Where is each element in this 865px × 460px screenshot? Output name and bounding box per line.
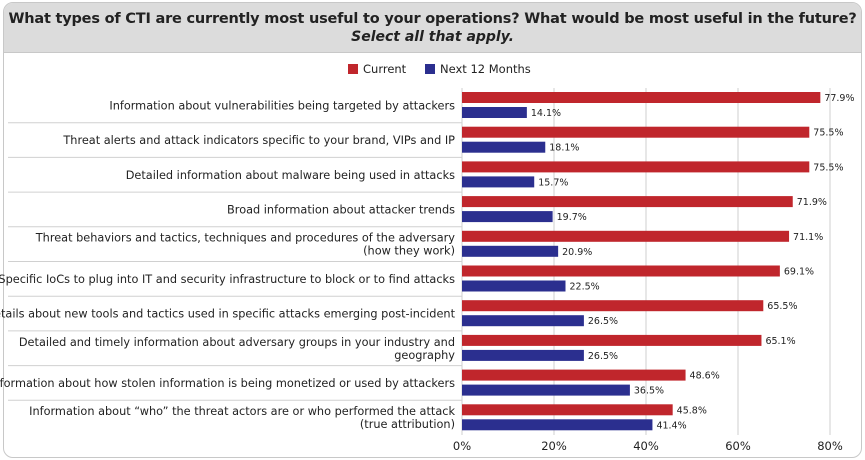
x-tick-label: 0% bbox=[453, 439, 471, 453]
category-labels: Information about vulnerabilities being … bbox=[0, 99, 456, 431]
category-label: Information about vulnerabilities being … bbox=[109, 99, 455, 112]
data-label: 65.1% bbox=[765, 336, 795, 347]
bar-current bbox=[462, 230, 790, 242]
x-tick-label: 20% bbox=[541, 439, 567, 453]
data-label: 22.5% bbox=[570, 282, 600, 293]
bar-next-12-months bbox=[462, 419, 653, 431]
data-label: 75.5% bbox=[813, 128, 843, 139]
data-label: 26.5% bbox=[588, 351, 618, 362]
chart-title: What types of CTI are currently most use… bbox=[8, 11, 857, 27]
category-label: Threat behaviors and tactics, techniques… bbox=[35, 232, 456, 258]
data-label: 36.5% bbox=[634, 386, 664, 397]
bar-next-12-months bbox=[462, 176, 535, 188]
legend-swatch-next-12-months bbox=[425, 64, 435, 74]
data-label: 71.1% bbox=[793, 232, 823, 243]
category-label: Information about “who” the threat actor… bbox=[29, 405, 455, 431]
x-tick-label: 80% bbox=[817, 439, 843, 453]
legend-swatch-current bbox=[348, 64, 358, 74]
category-label: Detailed information about malware being… bbox=[126, 169, 455, 182]
bar-next-12-months bbox=[462, 211, 553, 223]
data-label: 45.8% bbox=[677, 405, 707, 416]
bar-next-12-months bbox=[462, 141, 546, 153]
bar-next-12-months bbox=[462, 349, 584, 361]
data-label: 69.1% bbox=[784, 267, 814, 278]
x-tick-label: 40% bbox=[633, 439, 659, 453]
bar-current bbox=[462, 92, 821, 103]
bar-next-12-months bbox=[462, 107, 527, 118]
bar-next-12-months bbox=[462, 384, 630, 396]
bar-current bbox=[462, 265, 780, 277]
x-axis: 0% 20% 40% 60% 80% bbox=[453, 439, 843, 453]
bar-next-12-months bbox=[462, 280, 566, 292]
chart-header: What types of CTI are currently most use… bbox=[4, 3, 861, 53]
bar-current bbox=[462, 369, 686, 381]
row-separators bbox=[8, 122, 462, 401]
bar-next-12-months bbox=[462, 315, 584, 327]
category-label: Information about how stolen information… bbox=[0, 377, 455, 390]
data-label: 14.1% bbox=[531, 108, 561, 119]
chart-frame: What types of CTI are currently most use… bbox=[3, 2, 862, 458]
data-label: 20.9% bbox=[562, 247, 592, 258]
data-label: 77.9% bbox=[824, 93, 854, 104]
bar-current bbox=[462, 334, 762, 346]
chart-grid bbox=[461, 88, 831, 435]
data-label: 18.1% bbox=[549, 143, 579, 154]
bar-current bbox=[462, 126, 810, 138]
data-label: 75.5% bbox=[813, 162, 843, 173]
category-label: Detailed and timely information about ad… bbox=[19, 336, 455, 362]
chart-subtitle: Select all that apply. bbox=[351, 29, 514, 45]
category-label: Threat alerts and attack indicators spec… bbox=[62, 134, 455, 147]
bar-next-12-months bbox=[462, 245, 559, 257]
legend-label-next-12-months: Next 12 Months bbox=[440, 62, 531, 76]
data-label: 41.4% bbox=[656, 420, 686, 431]
bar-current bbox=[462, 300, 764, 312]
data-label: 65.5% bbox=[767, 301, 797, 312]
category-label: Specific IoCs to plug into IT and securi… bbox=[0, 273, 455, 286]
chart-legend: Current Next 12 Months bbox=[348, 62, 531, 76]
data-label: 15.7% bbox=[538, 177, 568, 188]
x-tick-label: 60% bbox=[725, 439, 751, 453]
category-label: Details about new tools and tactics used… bbox=[0, 308, 456, 321]
bars: 77.9% 14.1% 75.5% 18.1% 75.5% 15.7% 71.9% 19.7%… bbox=[462, 92, 855, 431]
bar-current bbox=[462, 161, 810, 173]
bar-current bbox=[462, 404, 673, 416]
legend-label-current: Current bbox=[363, 62, 407, 76]
bar-current bbox=[462, 196, 793, 208]
data-label: 19.7% bbox=[557, 212, 587, 223]
data-label: 48.6% bbox=[690, 371, 720, 382]
data-label: 71.9% bbox=[797, 197, 827, 208]
category-label: Broad information about attacker trends bbox=[227, 203, 455, 216]
data-label: 26.5% bbox=[588, 316, 618, 327]
